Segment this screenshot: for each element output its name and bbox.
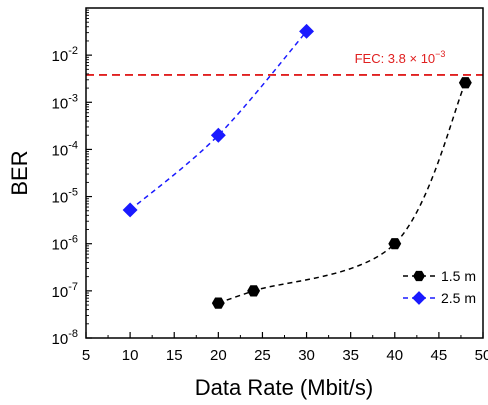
x-tick-label: 15 [166, 347, 183, 364]
legend-label: 1.5 m [441, 268, 476, 284]
x-tick-label: 35 [342, 347, 359, 364]
fec-label: FEC: 3.8 × 10−3 [355, 49, 446, 66]
x-axis: 5 10 15 20 25 30 35 40 45 50 [82, 332, 488, 364]
x-tick-label: 20 [210, 347, 227, 364]
x-tick-label: 45 [431, 347, 448, 364]
data-point [122, 202, 138, 218]
y-tick-label: 10-8 [52, 328, 78, 348]
series-line [129, 30, 308, 211]
fec-threshold: FEC: 3.8 × 10−3 [86, 49, 483, 76]
legend-label: 2.5 m [441, 290, 476, 306]
y-tick-label: 10-3 [52, 92, 78, 112]
series-line [218, 82, 467, 304]
x-tick-label: 30 [298, 347, 315, 364]
x-tick-label: 40 [386, 347, 403, 364]
data-point [247, 285, 261, 297]
y-tick-label: 10-2 [52, 45, 78, 65]
data-point [211, 297, 225, 309]
x-tick-label: 25 [254, 347, 271, 364]
y-tick-label: 10-7 [52, 281, 78, 301]
legend-marker [412, 291, 426, 305]
y-axis-title: BER [7, 150, 32, 195]
y-tick-label: 10-6 [52, 234, 78, 254]
legend: 1.5 m 2.5 m [403, 268, 476, 306]
y-axis: 10-8 10-7 10-6 10-5 10-4 10-3 10-2 [52, 9, 92, 348]
y-tick-label: 10-5 [52, 187, 78, 207]
x-tick-label: 50 [475, 347, 488, 364]
x-axis-title: Data Rate (Mbit/s) [195, 375, 374, 400]
data-point [210, 127, 226, 143]
x-tick-label: 5 [82, 347, 90, 364]
legend-marker [413, 270, 425, 282]
data-point [388, 238, 402, 250]
y-tick-label: 10-4 [52, 139, 78, 159]
x-tick-label: 10 [122, 347, 139, 364]
data-point [458, 77, 472, 89]
data-point [299, 23, 315, 39]
